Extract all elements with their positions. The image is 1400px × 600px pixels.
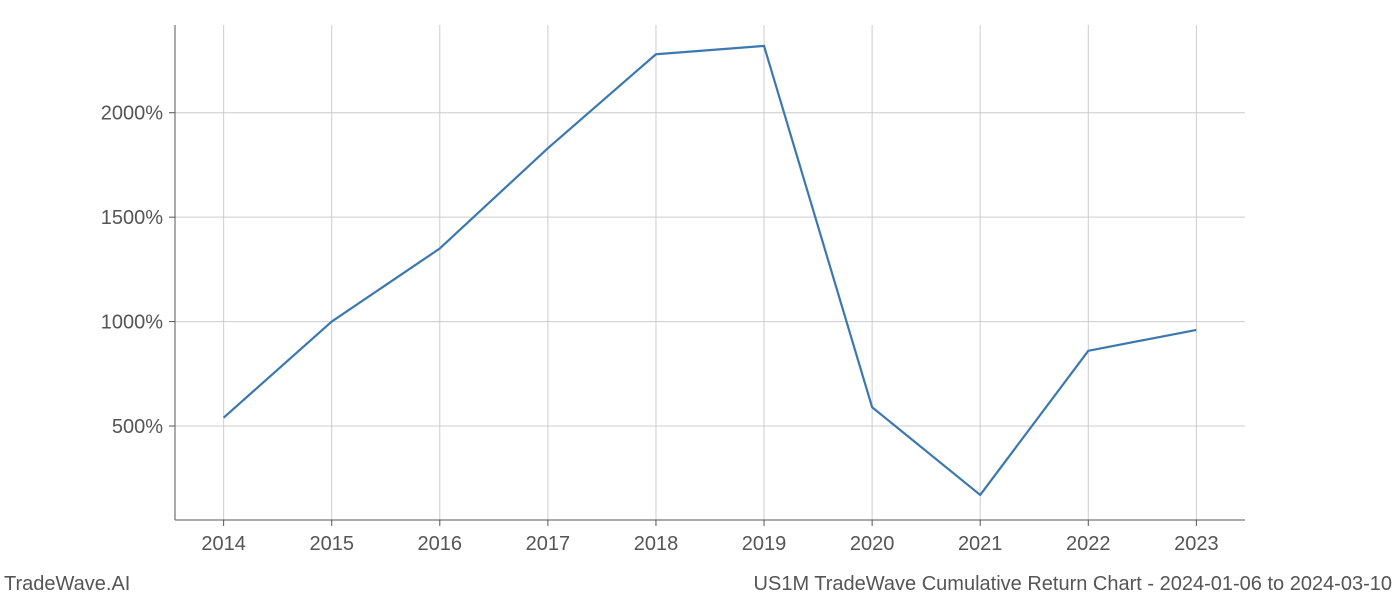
x-tick-label: 2017 [526,533,571,555]
x-tick-label: 2018 [634,533,679,555]
line-chart: 2014 2015 2016 2017 2018 2019 2020 2021 2022 2023… [0,0,1400,600]
y-tick-label: 500% [112,416,163,438]
x-tick-label: 2023 [1174,533,1219,555]
y-tick-label: 1000% [101,312,163,334]
x-tick-label: 2022 [1066,533,1111,555]
plot-area [175,25,1245,520]
chart-container: 2014 2015 2016 2017 2018 2019 2020 2021 2022 2023… [0,0,1400,600]
y-tick-label: 2000% [101,103,163,125]
x-tick-label: 2015 [309,533,354,555]
x-tick-label: 2020 [850,533,895,555]
footer: TradeWave.AI US1M TradeWave Cumulative R… [0,573,1400,596]
footer-right-caption: US1M TradeWave Cumulative Return Chart -… [754,573,1392,596]
x-tick-label: 2019 [742,533,787,555]
y-tick-label: 1500% [101,207,163,229]
x-tick-label: 2021 [958,533,1003,555]
x-tick-label: 2016 [418,533,463,555]
footer-left-brand: TradeWave.AI [4,573,130,596]
x-tick-label: 2014 [201,533,246,555]
